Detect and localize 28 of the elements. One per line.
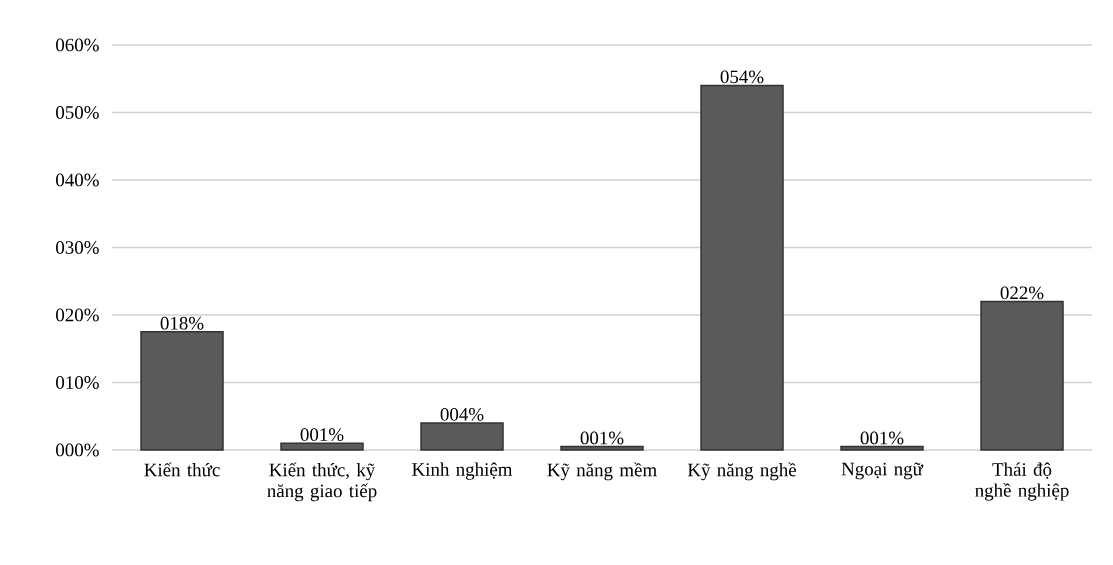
data-label: 054%: [720, 70, 764, 84]
bar: [280, 442, 364, 451]
x-tick-label: Ngoại ngữ: [841, 462, 924, 480]
x-tick-label: Kiến thức, kỹ năng giao tiếp: [267, 462, 377, 502]
y-tick-label: 000%: [56, 443, 99, 457]
data-label: 022%: [1000, 286, 1044, 300]
x-tick-label: Kỹ năng nghề: [687, 462, 797, 481]
data-label: 001%: [300, 428, 344, 442]
y-tick-label: 040%: [56, 173, 99, 187]
bar: [980, 300, 1064, 451]
bar: [420, 422, 504, 451]
y-tick-label: 010%: [56, 376, 99, 389]
x-tick-label: Kinh nghiệm: [412, 462, 513, 480]
x-tick-label: Kỹ năng mềm: [547, 462, 657, 481]
x-tick-label: Thái độ nghề nghiệp: [975, 462, 1069, 501]
y-tick-label: 020%: [56, 308, 99, 322]
x-tick-label: Kiến thức: [144, 462, 220, 477]
y-tick-label: 050%: [56, 106, 99, 119]
data-label: 001%: [860, 431, 904, 445]
bar: [700, 84, 784, 451]
bar: [560, 445, 644, 451]
bar: [840, 445, 924, 451]
data-label: 004%: [440, 407, 484, 421]
y-tick-label: 030%: [56, 241, 99, 254]
bar: [140, 331, 224, 451]
data-label: 001%: [580, 431, 624, 445]
y-tick-label: 060%: [56, 38, 99, 52]
data-label: 018%: [160, 316, 204, 330]
